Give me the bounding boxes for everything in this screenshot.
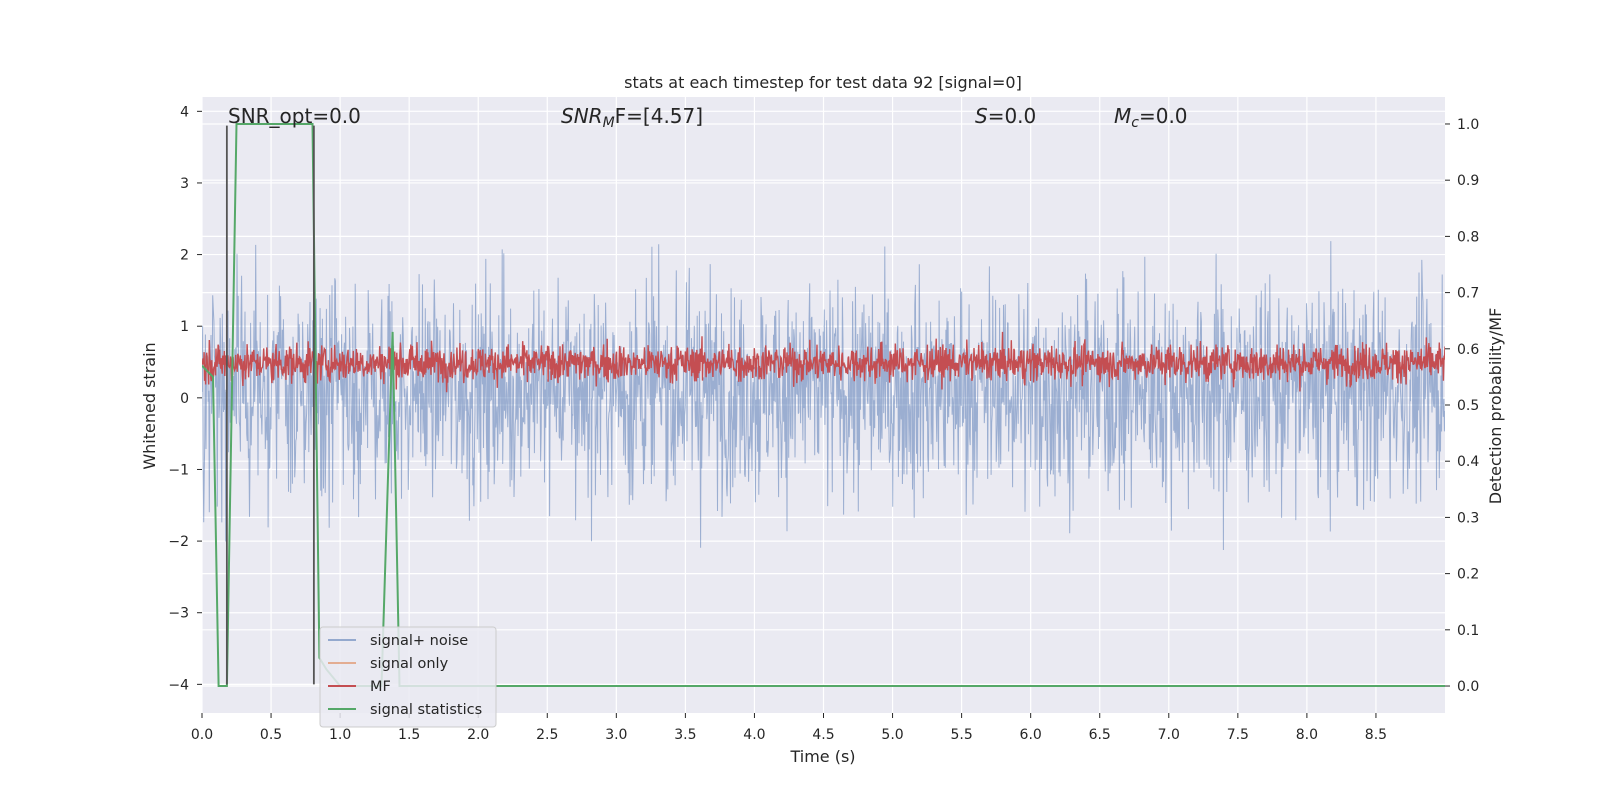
x-tick-label: 2.0 [467,727,489,743]
legend-entry: signal only [370,656,449,672]
y-axis-label: Whitened strain [140,342,159,469]
x-tick-label: 2.5 [536,727,558,743]
y-tick-label: 1 [180,319,189,335]
grid [201,97,1445,713]
x-tick-label: 4.5 [812,727,834,743]
y2-tick-label: 1.0 [1457,117,1479,133]
y-tick-label: 3 [180,176,189,192]
x-tick-label: 1.0 [329,727,351,743]
y2-tick-label: 0.0 [1457,679,1479,695]
y-tick-label: 4 [180,104,189,120]
legend: signal+ noise signal only MF signal statist… [319,626,497,728]
x-tick-label: 6.5 [1089,727,1111,743]
y-tick-label: 0 [180,391,189,407]
stat-annotation: SNR_opt=0.0 [228,104,361,128]
x-tick-label: 5.5 [950,727,972,743]
y-tick-label: −2 [168,534,189,550]
y2-tick-label: 0.9 [1457,173,1479,189]
y-tick-label: 2 [180,248,189,264]
x-tick-label: 7.5 [1227,727,1249,743]
y-tick-label: −1 [168,462,189,478]
legend-box [319,626,497,728]
y-tick-label: −3 [168,606,189,622]
y-tick-label: −4 [168,677,189,693]
ticks: 0.0 0.5 1.0 1.5 2.0 2.5 3.0 3.5 4.0 4.5 5.0 5.5 6.0 6… [168,104,1479,743]
x-tick-label: 3.0 [605,727,627,743]
stat-annotation: Mc=0.0 [1114,104,1188,131]
x-tick-label: 5.0 [881,727,903,743]
chart-title: stats at each timestep for test data 92 … [624,73,1022,92]
stat-annotation: S=0.0 [975,104,1036,128]
y2-tick-label: 0.6 [1457,342,1479,358]
x-tick-label: 1.5 [398,727,420,743]
series-signal-noise [202,241,1445,551]
stat-annotation: SNRMF=[4.57] [561,104,703,131]
x-tick-label: 8.5 [1365,727,1387,743]
y2-tick-label: 0.5 [1457,398,1479,414]
x-tick-label: 8.0 [1296,727,1318,743]
series-mf [202,331,1445,393]
x-tick-label: 0.0 [191,727,213,743]
x-tick-label: 7.0 [1158,727,1180,743]
legend-entry: signal+ noise [370,633,468,649]
x-axis-label: Time (s) [789,747,855,766]
legend-entry: MF [370,679,391,695]
y2-tick-label: 0.7 [1457,286,1479,302]
x-tick-label: 6.0 [1020,727,1042,743]
y2-tick-label: 0.3 [1457,510,1479,526]
y2-axis-label: Detection probability/MF [1486,308,1505,505]
x-tick-label: 0.5 [260,727,282,743]
annotations: SNR_opt=0.0 SNRMF=[4.57] S=0.0 Mc=0.0 [228,104,1188,131]
y2-tick-label: 0.2 [1457,567,1479,583]
y2-tick-label: 0.4 [1457,454,1479,470]
y2-tick-label: 0.8 [1457,229,1479,245]
legend-entry: signal statistics [370,702,482,718]
y2-tick-label: 0.1 [1457,623,1479,639]
x-tick-label: 4.0 [743,727,765,743]
x-tick-label: 3.5 [674,727,696,743]
